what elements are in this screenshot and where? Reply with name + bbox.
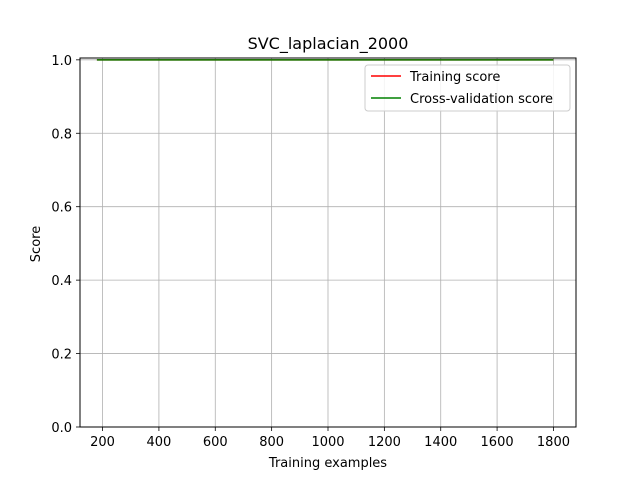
x-tick-label: 1200 (368, 435, 401, 450)
y-tick-label: 0.6 (51, 201, 72, 216)
grid (80, 58, 576, 428)
legend-box (364, 64, 571, 112)
y-tick-label: 1.0 (51, 54, 72, 69)
x-tick-label: 1800 (537, 435, 570, 450)
legend-label-training-score: Training score (409, 70, 500, 85)
y-tick-label: 0.8 (51, 127, 72, 142)
x-tick-label: 1400 (424, 435, 457, 450)
x-tick-label: 600 (203, 435, 228, 450)
legend-label-cross-validation-score: Cross-validation score (410, 92, 553, 107)
y-tick-label: 0.2 (51, 348, 72, 363)
x-tick-label: 1000 (311, 435, 344, 450)
y-tick-label: 0.4 (51, 274, 72, 289)
ticks: 200 400 600 800 1000 1200 1400 1600 1800 0.0 0.2 0.… (51, 54, 570, 450)
x-tick-label: 1600 (481, 435, 514, 450)
x-tick-label: 800 (259, 435, 284, 450)
y-tick-label: 0.0 (51, 421, 72, 436)
legend: Training score Cross-validation score (364, 64, 571, 112)
x-tick-label: 200 (90, 435, 115, 450)
chart-title: SVC_laplacian_2000 (248, 34, 409, 54)
x-axis-label: Training examples (268, 456, 387, 471)
x-tick-label: 400 (146, 435, 171, 450)
y-axis-label: Score (29, 226, 44, 262)
